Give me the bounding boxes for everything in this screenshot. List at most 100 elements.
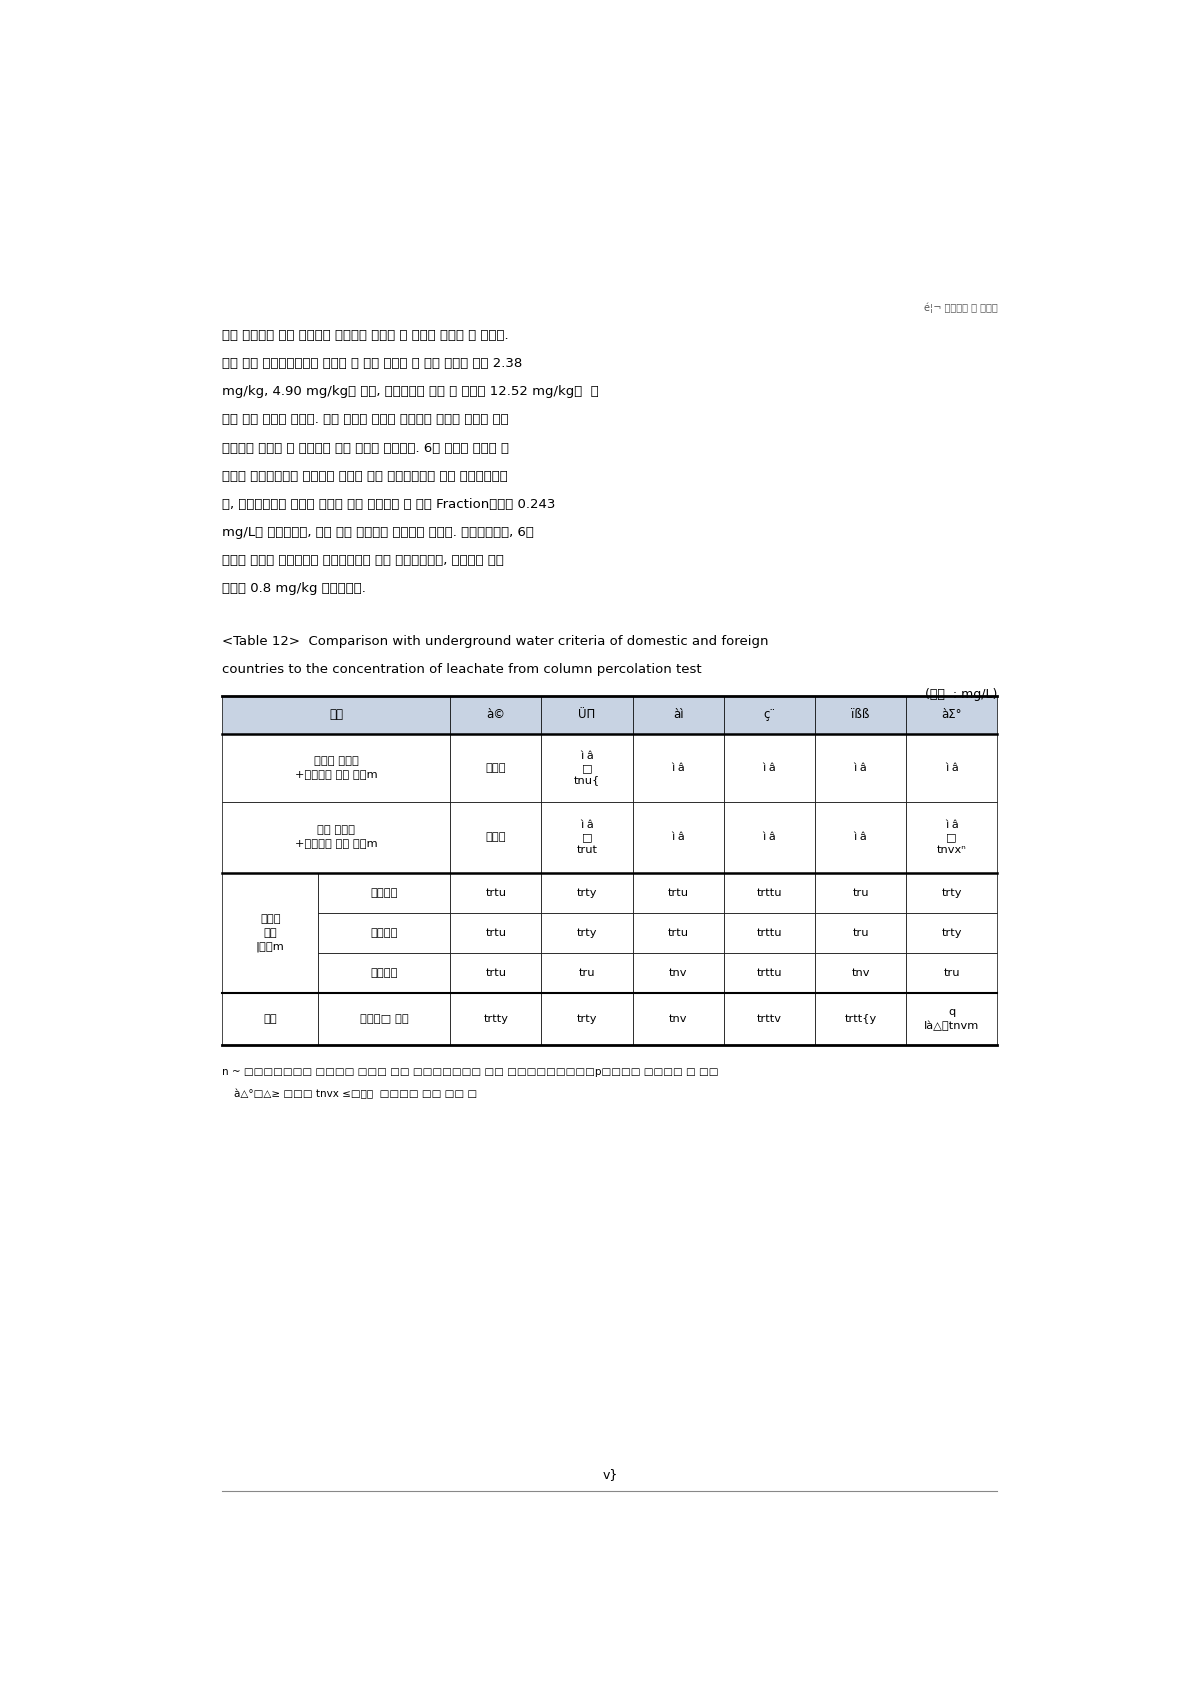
Text: ì â
□
tnu{: ì â □ tnu{	[574, 751, 600, 785]
Text: mg/kg, 4.90 mg/kg인 반면, 구성지구의 토양 중 농도는 12.52 mg/kg로  오: mg/kg, 4.90 mg/kg인 반면, 구성지구의 토양 중 농도는 12…	[223, 386, 599, 399]
Text: 지하수
기준
|구내m: 지하수 기준 |구내m	[256, 913, 284, 951]
Text: tru: tru	[852, 887, 869, 898]
Text: 에서만 0.8 mg/kg 검출되었다.: 에서만 0.8 mg/kg 검출되었다.	[223, 583, 367, 594]
Bar	[541, 872, 633, 913]
Text: trty: trty	[577, 1014, 597, 1024]
Text: trtu: trtu	[668, 887, 689, 898]
Text: trtu: trtu	[668, 928, 689, 938]
Text: 천포와 하동석탄재를 단독으로 실험한 콼럼 용쉠액에서는 모두 불검출되었으: 천포와 하동석탄재를 단독으로 실험한 콼럼 용쉠액에서는 모두 불검출되었으	[223, 470, 508, 483]
Text: trttu: trttu	[757, 968, 782, 978]
Bar	[815, 994, 907, 1046]
Text: trttu: trttu	[757, 887, 782, 898]
Text: tru: tru	[944, 968, 960, 978]
Text: 크롬은 비소와 마찬가지로 석탄재에서는 모두 불검출되었고, 구성지구 토양: 크롬은 비소와 마찬가지로 석탄재에서는 모두 불검출되었고, 구성지구 토양	[223, 554, 505, 568]
Text: q
là△가tnvm: q là△가tnvm	[925, 1007, 979, 1031]
Text: à△°□△≥ □□□ tnvx ≤□오류  □□□□ □□ □□ □: à△°□△≥ □□□ tnvx ≤□오류 □□□□ □□ □□ □	[234, 1088, 477, 1098]
Text: <Table 12>  Comparison with underground water criteria of domestic and foreign: <Table 12> Comparison with underground w…	[223, 635, 769, 648]
Bar	[633, 913, 724, 953]
Text: mg/L가 검출되었고, 이후 모든 시료에서 불검출될 되었다. 함량분석결과, 6가: mg/L가 검출되었고, 이후 모든 시료에서 불검출될 되었다. 함량분석결과…	[223, 525, 534, 539]
Bar	[633, 802, 724, 872]
Text: 하동 석탄재
+혼합토양 콼럼 포했m: 하동 석탄재 +혼합토양 콼럼 포했m	[295, 825, 377, 849]
Text: trtu: trtu	[486, 968, 507, 978]
Bar	[724, 994, 815, 1046]
Bar	[450, 802, 541, 872]
Text: tnv: tnv	[851, 968, 870, 978]
Text: àì: àì	[672, 709, 683, 721]
Bar	[450, 953, 541, 994]
Text: trttu: trttu	[757, 928, 782, 938]
Text: ì â: ì â	[763, 763, 776, 773]
Bar	[724, 695, 815, 734]
Bar	[450, 695, 541, 734]
Text: 공업용수: 공업용수	[370, 968, 397, 978]
Text: v}: v}	[602, 1468, 618, 1480]
Bar	[541, 953, 633, 994]
Bar	[450, 872, 541, 913]
Text: 지하수□ 기준: 지하수□ 기준	[359, 1014, 408, 1024]
Bar	[541, 734, 633, 802]
Text: n ~ □□□□□□□ □□□□ □□□ □□ □□□□□□□ □□ □□□□□□□□□p□□□□ □□□□ □ □□: n ~ □□□□□□□ □□□□ □□□ □□ □□□□□□□ □□ □□□□□…	[223, 1066, 719, 1076]
Bar	[815, 802, 907, 872]
Bar	[724, 953, 815, 994]
Bar	[907, 734, 997, 802]
Text: à©: à©	[487, 709, 506, 721]
Bar	[724, 872, 815, 913]
Text: ïßß: ïßß	[851, 709, 870, 721]
Text: 구분: 구분	[330, 709, 344, 721]
Bar	[815, 913, 907, 953]
Text: 농업용수: 농업용수	[370, 928, 397, 938]
Bar	[724, 802, 815, 872]
Bar	[541, 994, 633, 1046]
Text: tru: tru	[578, 968, 595, 978]
Text: ì â: ì â	[763, 832, 776, 842]
Text: ì â
□
trut: ì â □ trut	[577, 820, 597, 855]
Bar	[815, 734, 907, 802]
Bar	[815, 872, 907, 913]
Text: ì â: ì â	[671, 832, 685, 842]
Text: 따라 중금속에 의한 오염영향 가능성이 높아질 수 있음을 확인할 수 있었다.: 따라 중금속에 의한 오염영향 가능성이 높아질 수 있음을 확인할 수 있었다…	[223, 328, 509, 342]
Bar	[724, 734, 815, 802]
Bar	[223, 802, 450, 872]
Text: trtu: trtu	[486, 887, 507, 898]
Text: ÜΠ: ÜΠ	[578, 709, 596, 721]
Bar	[541, 802, 633, 872]
Text: 불검출: 불검출	[486, 763, 506, 773]
Text: trty: trty	[941, 887, 962, 898]
Text: ç¨: ç¨	[763, 709, 776, 721]
Bar	[541, 695, 633, 734]
Bar	[223, 695, 450, 734]
Text: 지하수에 영향을 줄 가능성이 있을 것으로 판단된다. 6가 크롬의 경우도 삼: 지하수에 영향을 줄 가능성이 있을 것으로 판단된다. 6가 크롬의 경우도 …	[223, 441, 509, 455]
Bar	[450, 734, 541, 802]
Text: ì â: ì â	[853, 832, 868, 842]
Text: trtty: trtty	[483, 1014, 508, 1024]
Text: trty: trty	[941, 928, 962, 938]
Text: àΣ°: àΣ°	[941, 709, 962, 721]
Text: 삼천포 석탄재
+혼합토양 콼럼 포함m: 삼천포 석탄재 +혼합토양 콼럼 포함m	[295, 756, 377, 780]
Text: 미국: 미국	[263, 1014, 277, 1024]
Bar	[223, 734, 450, 802]
Bar	[450, 913, 541, 953]
Text: 나, 하동석탄재를 토양과 혼합한 콼럼 용셀액의 첫 번째 Fraction에서만 0.243: 나, 하동석탄재를 토양과 혼합한 콼럼 용셀액의 첫 번째 Fraction에…	[223, 498, 556, 510]
Bar	[318, 994, 450, 1046]
Bar	[633, 953, 724, 994]
Bar	[318, 913, 450, 953]
Text: tru: tru	[852, 928, 869, 938]
Bar	[907, 802, 997, 872]
Bar	[907, 953, 997, 994]
Bar	[815, 695, 907, 734]
Bar	[907, 695, 997, 734]
Text: countries to the concentration of leachate from column percolation test: countries to the concentration of leacha…	[223, 663, 702, 677]
Text: ì â: ì â	[671, 763, 685, 773]
Bar	[907, 872, 997, 913]
Bar	[633, 734, 724, 802]
Bar	[633, 695, 724, 734]
Bar	[633, 994, 724, 1046]
Text: trty: trty	[577, 928, 597, 938]
Text: trttv: trttv	[757, 1014, 782, 1024]
Bar	[318, 953, 450, 994]
Text: ì â
□
tnvxⁿ: ì â □ tnvxⁿ	[937, 820, 966, 855]
Text: 불검출: 불검출	[486, 832, 506, 842]
Text: 히려 높은 수준을 보였다. 이에 석탄재 자체의 영향보다 토양의 특성에 따라: 히려 높은 수준을 보였다. 이에 석탄재 자체의 영향보다 토양의 특성에 따…	[223, 414, 509, 426]
Text: tnv: tnv	[669, 968, 688, 978]
Text: ì â: ì â	[945, 763, 959, 773]
